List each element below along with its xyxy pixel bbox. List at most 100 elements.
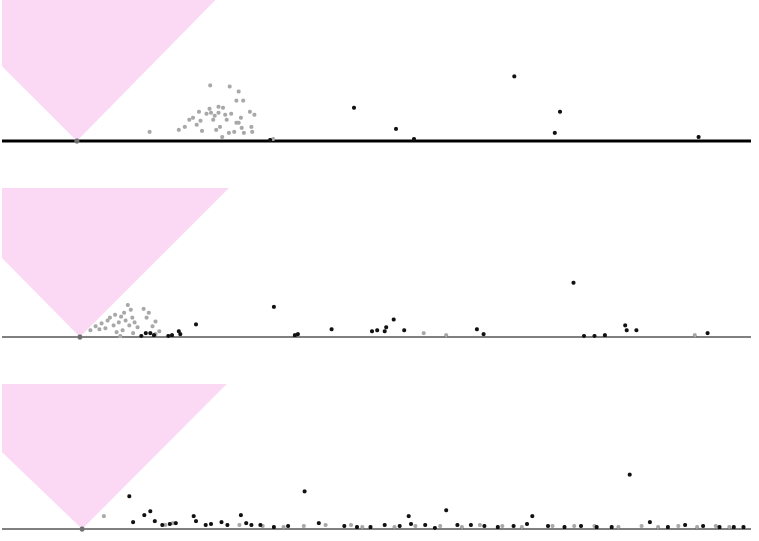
dark-point (391, 317, 396, 322)
dark-point (382, 329, 387, 334)
dark-point (194, 322, 198, 327)
light-point (444, 333, 449, 338)
light-point (147, 129, 152, 134)
light-point (281, 525, 286, 529)
dark-point (271, 525, 276, 529)
dark-point (444, 508, 449, 513)
dark-point (571, 280, 576, 285)
light-point (204, 111, 209, 116)
light-point (118, 334, 123, 338)
dark-point (203, 523, 208, 527)
light-point (103, 326, 108, 331)
dark-point (455, 523, 460, 527)
light-point (211, 117, 216, 122)
light-point (224, 117, 229, 122)
light-point (229, 111, 234, 116)
light-point (212, 113, 217, 118)
dark-point (249, 523, 254, 527)
cone-region (2, 0, 216, 141)
light-point (198, 118, 203, 123)
light-point (209, 110, 213, 115)
dark-point (394, 126, 398, 131)
dark-point (406, 514, 411, 519)
dark-point (546, 524, 550, 528)
light-point (226, 130, 231, 135)
dark-point (481, 332, 486, 337)
dark-point (579, 524, 583, 528)
dark-point (592, 334, 597, 338)
dark-point (382, 523, 387, 527)
light-point (207, 106, 212, 111)
light-point (301, 524, 306, 528)
dark-point (468, 523, 473, 527)
dark-point (342, 524, 347, 528)
light-point (182, 124, 187, 129)
dark-point (627, 472, 632, 477)
light-point (170, 521, 175, 526)
light-point (131, 331, 136, 336)
light-point (239, 125, 244, 130)
dark-point (717, 525, 722, 529)
light-point (572, 524, 577, 528)
dark-point (167, 522, 172, 526)
cone-region (2, 384, 227, 529)
dark-point (160, 523, 165, 527)
light-point (123, 318, 128, 323)
light-point (125, 303, 130, 307)
light-point (438, 524, 443, 528)
dark-point (173, 521, 178, 526)
light-point (218, 124, 222, 129)
dark-point (397, 524, 402, 528)
light-point (223, 112, 228, 117)
cone-region (2, 188, 229, 337)
dark-point (530, 514, 535, 519)
light-point (176, 127, 181, 132)
dark-point (432, 526, 437, 530)
light-point (249, 124, 254, 129)
dark-point (609, 525, 614, 529)
dark-point (142, 513, 147, 518)
light-point (101, 514, 106, 519)
light-point (197, 109, 201, 114)
light-point (128, 307, 133, 312)
dark-point (701, 524, 706, 528)
dark-point (512, 74, 517, 79)
light-point (727, 525, 732, 529)
scatter-panel-1 (2, 0, 751, 144)
light-point (421, 331, 426, 336)
light-point (616, 525, 621, 529)
origin-marker (74, 138, 80, 144)
dark-point (368, 525, 373, 529)
light-point (153, 319, 158, 324)
light-point (247, 109, 252, 114)
light-point (191, 115, 195, 120)
dark-point (423, 523, 428, 527)
light-point (146, 310, 151, 315)
light-point (97, 327, 102, 332)
light-point (150, 324, 155, 329)
light-point (459, 525, 464, 529)
dark-point (474, 327, 479, 332)
light-point (119, 314, 124, 319)
dark-point (194, 519, 198, 524)
light-point (208, 83, 213, 88)
dark-point (139, 334, 144, 338)
light-point (120, 328, 125, 333)
dark-point (602, 333, 607, 338)
dark-point (731, 525, 736, 529)
dark-point (482, 524, 487, 528)
light-point (252, 112, 257, 117)
scatter-panel-2 (2, 188, 751, 340)
dark-point (525, 522, 529, 526)
light-point (216, 104, 221, 109)
dark-point (624, 328, 629, 333)
light-point (141, 306, 146, 311)
dark-point (558, 109, 562, 114)
dark-point (562, 525, 567, 529)
light-point (187, 117, 192, 122)
light-point (477, 523, 482, 527)
light-point (413, 524, 418, 528)
dark-point (148, 509, 153, 514)
light-point (214, 127, 219, 132)
light-point (163, 523, 168, 527)
